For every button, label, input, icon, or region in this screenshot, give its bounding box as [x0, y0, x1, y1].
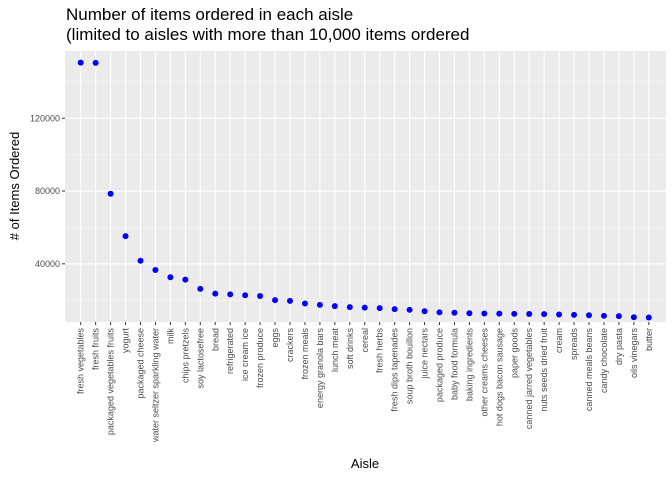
data-point [556, 311, 563, 318]
x-tick-label: butter [644, 328, 654, 351]
x-tick-label: other creams cheeses [479, 328, 489, 417]
x-tick-label: cereal [360, 328, 370, 353]
data-point [107, 190, 114, 197]
data-point [346, 304, 353, 311]
x-tick-label: packaged produce [435, 328, 445, 402]
data-point [242, 292, 249, 299]
data-point [197, 285, 204, 292]
data-point [630, 314, 637, 321]
data-point [212, 290, 219, 297]
y-axis-title: # of Items Ordered [7, 132, 22, 240]
chart-title-line-1: Number of items ordered in each aisle [66, 5, 353, 24]
data-point [391, 306, 398, 313]
data-point [316, 301, 323, 308]
data-point [361, 304, 368, 311]
x-tick-label: soft drinks [345, 328, 355, 370]
x-tick-label: milk [165, 328, 175, 344]
x-tick-label: fresh herbs [375, 328, 385, 374]
data-point [257, 292, 264, 299]
x-tick-label: spreads [569, 328, 579, 361]
x-tick-label: lunch meat [330, 328, 340, 373]
x-tick-label: water seltzer sparkling water [150, 328, 160, 443]
x-tick-label: oils vinegars [629, 328, 639, 379]
data-point [451, 309, 458, 316]
data-point [466, 310, 473, 317]
data-point [376, 305, 383, 312]
x-tick-label: packaged cheese [135, 328, 145, 399]
x-tick-label: fresh fruits [91, 328, 101, 371]
data-point [301, 300, 308, 307]
x-tick-label: soy lactosefree [195, 328, 205, 389]
x-axis: fresh vegetables fresh fruits packaged veg… [76, 322, 654, 443]
x-tick-label: eggs [270, 328, 280, 348]
data-point [272, 297, 279, 304]
x-tick-label: yogurt [121, 328, 131, 354]
data-point [645, 314, 652, 321]
y-tick-label: 40000 [35, 259, 60, 269]
data-point [511, 310, 518, 317]
data-point [436, 309, 443, 316]
x-tick-label: juice nectars [420, 328, 430, 380]
x-tick-label: packaged vegetables fruits [106, 328, 116, 436]
x-tick-label: soup broth bouillon [405, 328, 415, 404]
grid-lines [65, 51, 666, 322]
x-tick-label: crackers [285, 328, 295, 363]
x-tick-label: canned jarred vegetables [524, 328, 534, 430]
y-axis: 40000 80000 120000 [30, 113, 65, 269]
data-point [137, 257, 144, 264]
data-point [77, 59, 84, 66]
data-point [331, 303, 338, 310]
data-point [586, 312, 593, 319]
x-tick-label: refrigerated [225, 328, 235, 374]
x-tick-label: chips pretzels [180, 328, 190, 384]
x-tick-label: cream [554, 328, 564, 353]
plot-panel [65, 51, 666, 322]
x-tick-label: fresh vegetables [76, 328, 86, 395]
x-tick-label: bread [210, 328, 220, 351]
x-tick-label: frozen produce [255, 328, 265, 388]
data-point [167, 274, 174, 281]
x-tick-label: paper goods [509, 328, 519, 379]
data-point [406, 306, 413, 313]
x-tick-label: candy chocolate [599, 328, 609, 393]
data-point [122, 233, 129, 240]
x-tick-label: baking ingredients [464, 328, 474, 402]
x-tick-label: ice cream ice [240, 328, 250, 381]
x-tick-label: energy granola bars [315, 328, 325, 409]
x-tick-label: frozen meals [300, 328, 310, 380]
x-tick-label: hot dogs bacon sausage [494, 328, 504, 426]
data-point [287, 297, 294, 304]
data-point [481, 310, 488, 317]
data-point [526, 310, 533, 317]
data-points [77, 59, 652, 321]
data-point [496, 310, 503, 317]
data-point [541, 311, 548, 318]
chart-title-line-2: (limited to aisles with more than 10,000… [66, 25, 469, 44]
x-tick-label: baby food formula [449, 328, 459, 400]
data-point [182, 276, 189, 283]
data-point [92, 59, 99, 66]
y-tick-label: 120000 [30, 113, 60, 123]
chart-title: Number of items ordered in each aisle (l… [66, 5, 469, 44]
data-point [571, 311, 578, 318]
data-point [227, 291, 234, 298]
data-point [600, 312, 607, 319]
x-axis-title: Aisle [351, 456, 379, 471]
x-tick-label: nuts seeds dried fruit [539, 328, 549, 412]
x-tick-label: fresh dips tapenades [390, 328, 400, 412]
data-point [421, 308, 428, 315]
x-tick-label: dry pasta [614, 328, 624, 365]
y-tick-label: 80000 [35, 186, 60, 196]
x-tick-label: canned meals beans [584, 328, 594, 412]
data-point [615, 313, 622, 320]
data-point [152, 266, 159, 273]
